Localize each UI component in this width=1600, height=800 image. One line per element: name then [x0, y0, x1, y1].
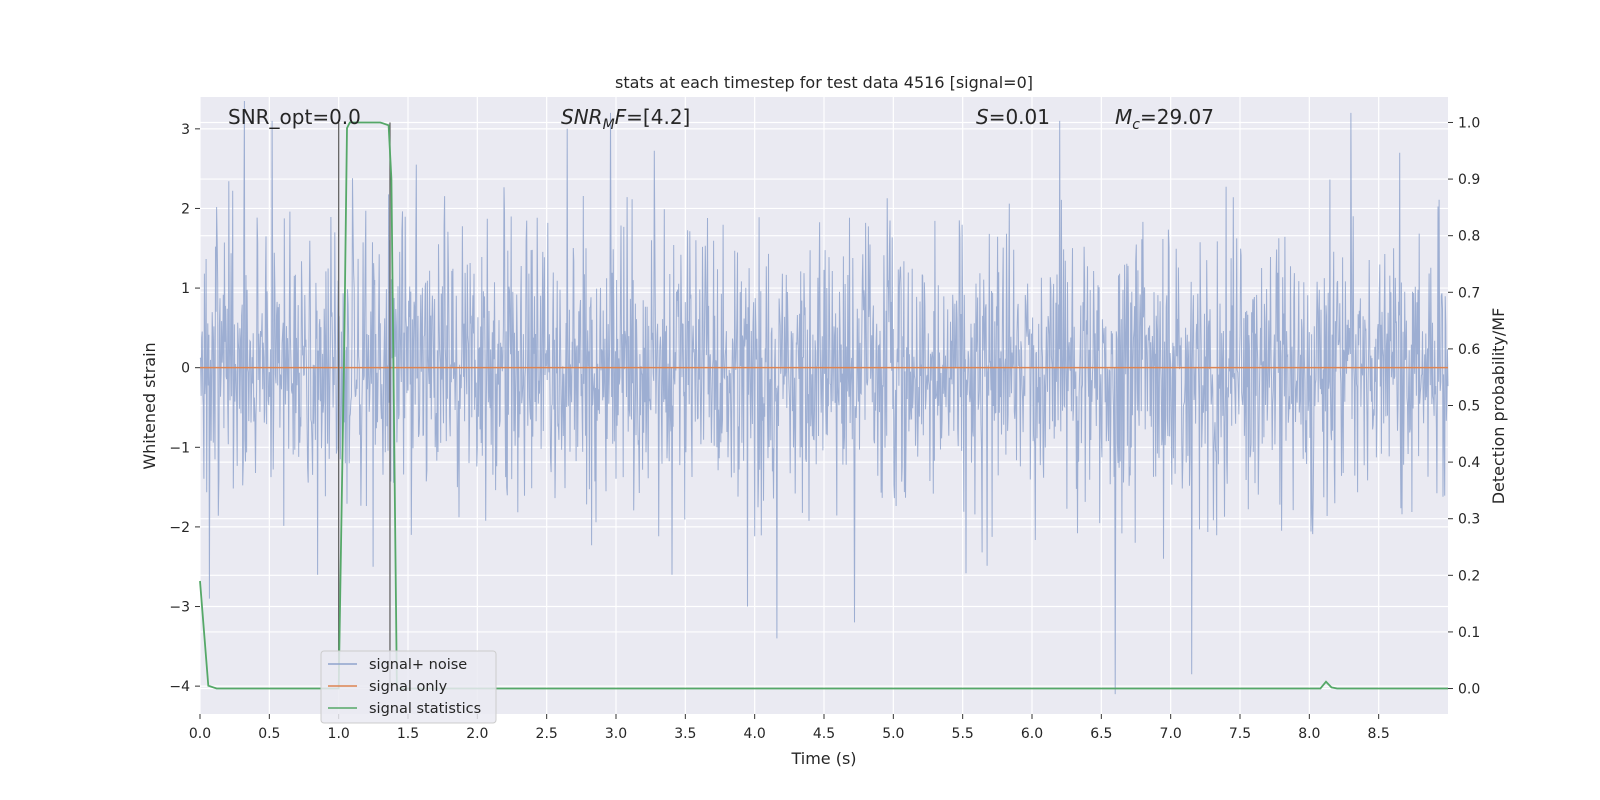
annotation-s: S=0.01 — [976, 105, 1050, 129]
x-tick-label: 2.0 — [466, 726, 488, 742]
annotation-snr-mf-sub: M — [603, 117, 615, 133]
y-tick-label: 3 — [181, 122, 190, 138]
x-tick-label: 8.5 — [1368, 726, 1390, 742]
y2-tick-label: 0.2 — [1458, 568, 1480, 584]
x-tick-label: 2.5 — [536, 726, 558, 742]
x-tick-label: 0.5 — [258, 726, 280, 742]
y2-tick-label: 0.7 — [1458, 285, 1480, 301]
y2-tick-label: 0.1 — [1458, 625, 1480, 641]
legend-label-statistics: signal statistics — [369, 701, 481, 717]
annotation-snr-opt: SNR_opt=0.0 — [228, 105, 361, 129]
vertical-markers — [338, 122, 391, 689]
y-tick-label: 1 — [181, 281, 190, 297]
y-tick-label: −1 — [169, 440, 190, 456]
x-tick-label: 6.5 — [1090, 726, 1112, 742]
y-tick-label: −2 — [169, 520, 190, 536]
y-tick-label: 0 — [181, 361, 190, 377]
y2-axis-label: Detection probability/MF — [1489, 308, 1508, 505]
y2-tick-label: 0.9 — [1458, 172, 1480, 188]
x-tick-label: 3.5 — [674, 726, 696, 742]
y2-tick-label: 0.6 — [1458, 342, 1480, 358]
x-tick-label: 8.0 — [1298, 726, 1320, 742]
x-tick-label: 1.0 — [328, 726, 350, 742]
x-tick-label: 4.5 — [813, 726, 835, 742]
annotation-snr-mf: SNRMF=[4.2] — [561, 105, 690, 133]
y2-tick-label: 0.8 — [1458, 229, 1480, 245]
annotation-snr-mf-rest-f: F — [615, 105, 627, 129]
y2-tick-label: 0.4 — [1458, 455, 1480, 471]
x-tick-label: 0.0 — [189, 726, 211, 742]
legend-label-signal: signal only — [369, 679, 448, 695]
annotation-s-main: S — [976, 105, 989, 129]
y2-tick-label: 0.5 — [1458, 399, 1480, 415]
x-tick-label: 5.0 — [882, 726, 904, 742]
annotation-mc: Mc=29.07 — [1115, 105, 1214, 133]
annotation-snr-mf-rest: =[4.2] — [626, 105, 690, 129]
chart-title: stats at each timestep for test data 451… — [615, 73, 1033, 92]
y2-tick-label: 1.0 — [1458, 115, 1480, 131]
series-signal-plus-noise — [199, 100, 1449, 695]
x-tick-label: 6.0 — [1021, 726, 1043, 742]
annotation-s-rest: =0.01 — [989, 105, 1050, 129]
y-axis-label: Whitened strain — [140, 342, 159, 469]
series-signal-statistics — [199, 121, 1448, 690]
annotation-snr-mf-main: SNR — [561, 105, 603, 129]
annotation-mc-rest: =29.07 — [1140, 105, 1214, 129]
y2-tick-label: 0.3 — [1458, 512, 1480, 528]
x-tick-label: 7.5 — [1229, 726, 1251, 742]
x-tick-label: 1.5 — [397, 726, 419, 742]
x-tick-label: 4.0 — [744, 726, 766, 742]
annotation-mc-main: M — [1115, 105, 1132, 129]
legend-label-noise: signal+ noise — [369, 657, 467, 673]
line-signal-statistics — [199, 121, 1448, 690]
x-tick-label: 3.0 — [605, 726, 627, 742]
y-tick-label: −4 — [169, 679, 190, 695]
annotation-mc-sub: c — [1132, 117, 1140, 133]
y-tick-label: −3 — [169, 600, 190, 616]
axes: 0.0 0.5 1.0 1.5 2.0 2.5 3.0 3.5 4.0 4.5 5.0 5.5 6.0 6… — [169, 115, 1480, 742]
y-tick-label: 2 — [181, 201, 190, 217]
legend-frame — [320, 650, 497, 724]
legend: signal+ noise signal only signal statist… — [320, 650, 497, 724]
x-tick-label: 7.0 — [1160, 726, 1182, 742]
x-axis-label: Time (s) — [790, 749, 856, 768]
line-signal-plus-noise — [199, 100, 1449, 695]
y2-tick-label: 0.0 — [1458, 682, 1480, 698]
x-tick-label: 5.5 — [952, 726, 974, 742]
